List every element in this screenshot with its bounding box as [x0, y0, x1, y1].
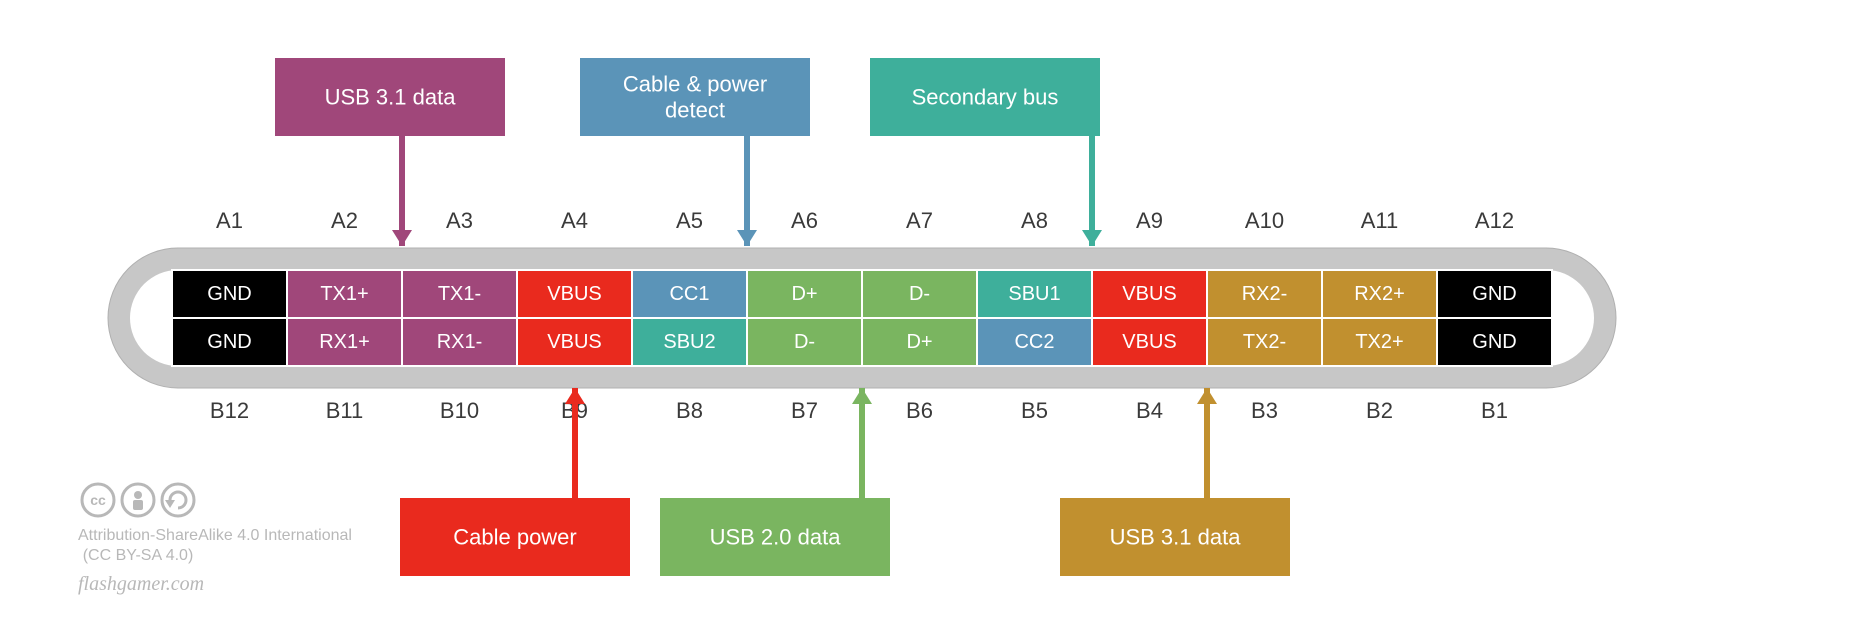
arrow-head-icon — [1082, 230, 1102, 246]
top-pin-label: A8 — [1021, 208, 1048, 233]
pin-text: RX2- — [1242, 283, 1288, 305]
pin-text: TX1+ — [320, 283, 368, 305]
legend-label: Cable power — [453, 525, 577, 550]
pin-cell: VBUS — [1092, 270, 1207, 318]
pin-text: VBUS — [547, 331, 601, 353]
pin-text: GND — [207, 331, 251, 353]
pin-cell: VBUS — [1092, 318, 1207, 366]
pin-grid: GND TX1+ TX1- VBUS CC1 D+ D- SBU1 VBUS RX2- RX2+ GN… — [172, 270, 1552, 366]
pin-text: RX2+ — [1354, 283, 1405, 305]
pin-text: SBU2 — [663, 331, 715, 353]
pin-text: D- — [794, 331, 815, 353]
legend-label: USB 3.1 data — [325, 85, 457, 110]
legend-label: USB 2.0 data — [710, 525, 842, 550]
pin-text: TX2+ — [1355, 331, 1403, 353]
pin-text: RX1+ — [319, 331, 370, 353]
arrow-head-icon — [1197, 388, 1217, 404]
pin-cell: TX1+ — [287, 270, 402, 318]
top-pin-label: A1 — [216, 208, 243, 233]
bottom-pin-label: B2 — [1366, 398, 1393, 423]
pin-text: D- — [909, 283, 930, 305]
license-block: cc Attribution-ShareAlike 4.0 Internation… — [78, 484, 352, 595]
pin-cell: D+ — [747, 270, 862, 318]
license-site: flashgamer.com — [78, 573, 204, 595]
pin-text: CC1 — [669, 283, 709, 305]
pin-text: RX1- — [437, 331, 483, 353]
pin-cell: D+ — [862, 318, 977, 366]
by-body-icon — [133, 500, 143, 510]
bottom-pin-label: B12 — [210, 398, 249, 423]
top-pin-label: A4 — [561, 208, 588, 233]
pin-text: D+ — [906, 331, 932, 353]
bottom-pin-label: B11 — [326, 398, 364, 423]
bottom-pin-label: B10 — [440, 398, 479, 423]
legend-cable-power: Cable power — [400, 388, 630, 576]
pin-cell: RX2+ — [1322, 270, 1437, 318]
pin-text: CC2 — [1014, 331, 1054, 353]
bottom-pin-label: B1 — [1481, 398, 1508, 423]
pin-cell: GND — [1437, 318, 1552, 366]
sa-arrow-icon — [165, 500, 175, 508]
pin-text: VBUS — [547, 283, 601, 305]
pin-cell: GND — [172, 270, 287, 318]
license-line1: Attribution-ShareAlike 4.0 International — [78, 527, 352, 544]
bottom-pin-label: B6 — [906, 398, 933, 423]
pin-cell: RX1- — [402, 318, 517, 366]
pin-cell: RX2- — [1207, 270, 1322, 318]
arrow-head-icon — [565, 388, 585, 404]
top-pin-label: A2 — [331, 208, 358, 233]
pin-cell: D- — [862, 270, 977, 318]
pin-cell: VBUS — [517, 318, 632, 366]
top-pin-label: A9 — [1136, 208, 1163, 233]
cc-text-icon: cc — [90, 492, 106, 508]
pin-cell: D- — [747, 318, 862, 366]
pin-cell: RX1+ — [287, 318, 402, 366]
top-pin-label: A6 — [791, 208, 818, 233]
top-pin-label: A7 — [906, 208, 933, 233]
bottom-pin-label: B4 — [1136, 398, 1163, 423]
legend-secondary-bus: Secondary bus — [870, 58, 1102, 246]
pin-text: VBUS — [1122, 331, 1176, 353]
top-pin-label: A5 — [676, 208, 703, 233]
pin-cell: TX1- — [402, 270, 517, 318]
by-head-icon — [134, 491, 142, 499]
top-pin-label: A3 — [446, 208, 473, 233]
bottom-pin-label: B5 — [1021, 398, 1048, 423]
top-pin-label: A12 — [1475, 208, 1514, 233]
pin-text: VBUS — [1122, 283, 1176, 305]
legend-label: Cable & power — [623, 72, 767, 97]
pin-text: GND — [207, 283, 251, 305]
pin-text: TX2- — [1243, 331, 1286, 353]
legend-label: Secondary bus — [912, 85, 1059, 110]
pin-cell: GND — [172, 318, 287, 366]
pin-text: GND — [1472, 283, 1516, 305]
pin-cell: CC2 — [977, 318, 1092, 366]
pin-text: D+ — [791, 283, 817, 305]
arrow-head-icon — [852, 388, 872, 404]
pin-cell: VBUS — [517, 270, 632, 318]
pin-text: GND — [1472, 331, 1516, 353]
top-pin-label: A11 — [1361, 208, 1399, 233]
pin-cell: SBU1 — [977, 270, 1092, 318]
legend-label: detect — [665, 98, 725, 123]
pin-cell: CC1 — [632, 270, 747, 318]
top-pin-label: A10 — [1245, 208, 1284, 233]
arrow-head-icon — [392, 230, 412, 246]
legend-label: USB 3.1 data — [1110, 525, 1242, 550]
bottom-pin-label: B3 — [1251, 398, 1278, 423]
bottom-pin-label: B7 — [791, 398, 818, 423]
arrow-head-icon — [737, 230, 757, 246]
pin-text: TX1- — [438, 283, 481, 305]
pin-cell: GND — [1437, 270, 1552, 318]
pin-cell: TX2- — [1207, 318, 1322, 366]
pin-cell: SBU2 — [632, 318, 747, 366]
license-line2: (CC BY-SA 4.0) — [83, 547, 194, 564]
pin-text: SBU1 — [1008, 283, 1060, 305]
pin-cell: TX2+ — [1322, 318, 1437, 366]
bottom-pin-label: B8 — [676, 398, 703, 423]
